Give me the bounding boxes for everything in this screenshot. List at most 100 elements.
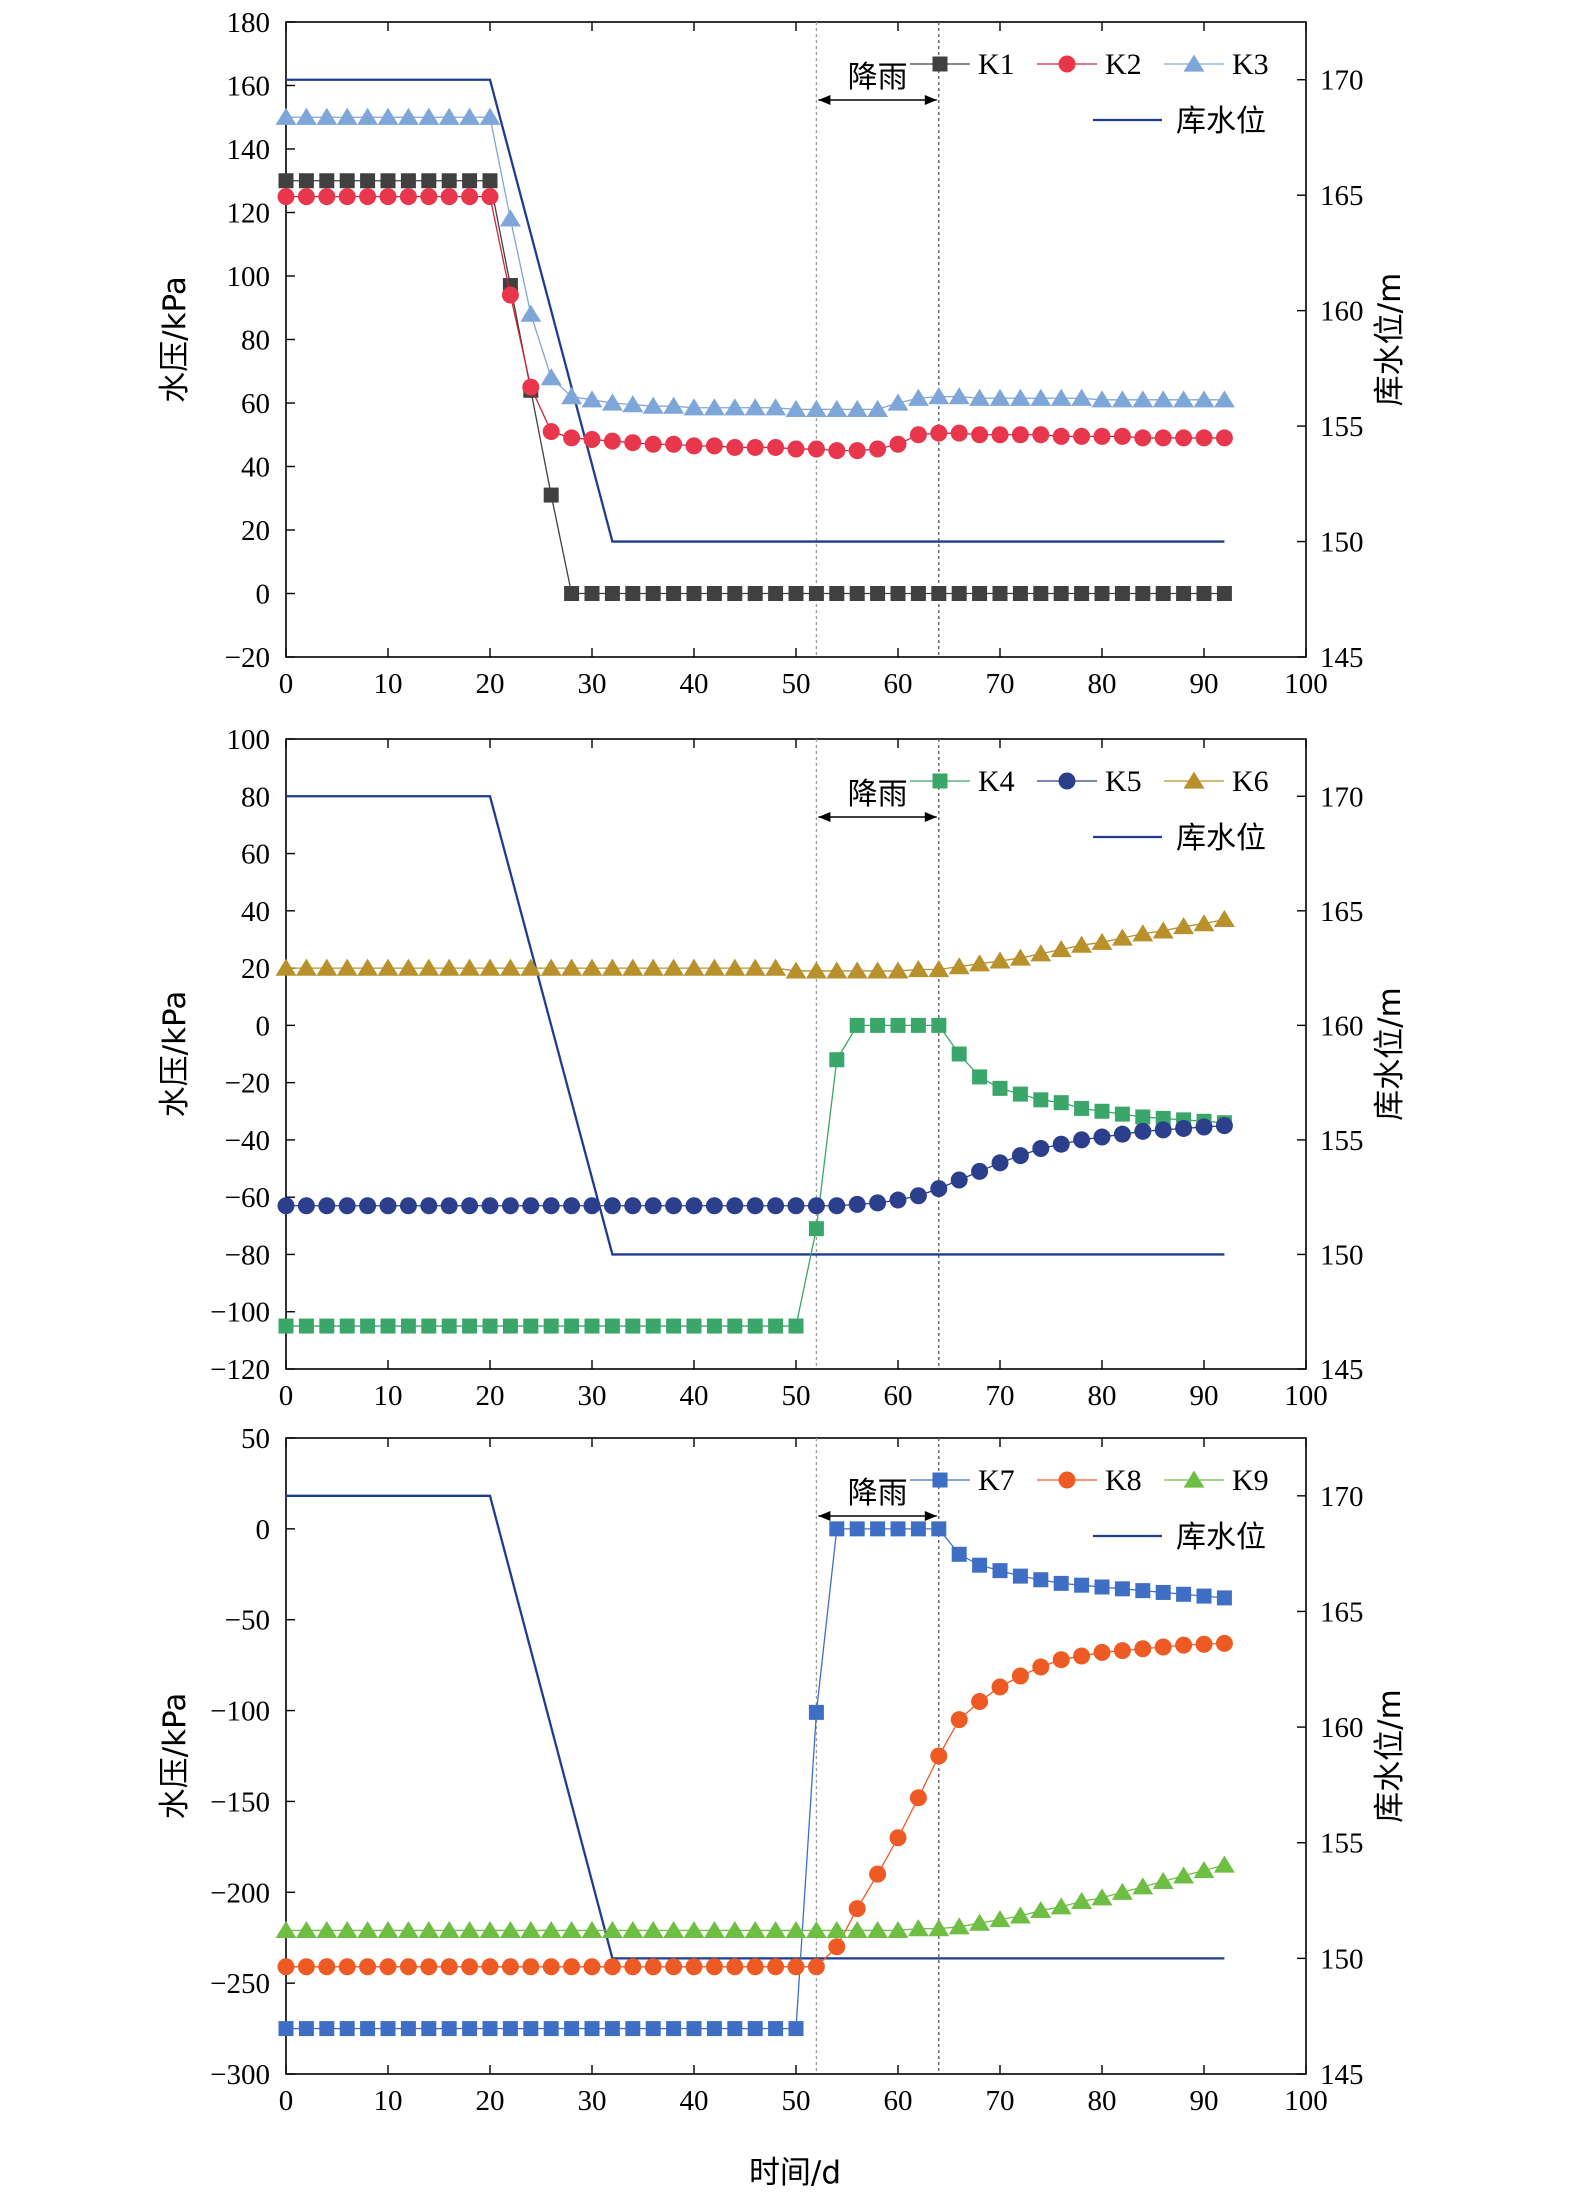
y-tick-label-right: 170 xyxy=(1320,1481,1364,1513)
data-point xyxy=(1011,1147,1029,1165)
data-point xyxy=(829,1052,845,1068)
data-point xyxy=(768,1318,784,1334)
legend-marker xyxy=(1183,54,1205,72)
rain-label: 降雨 xyxy=(848,777,908,812)
data-point xyxy=(523,2021,539,2037)
data-point xyxy=(785,961,807,979)
data-point xyxy=(930,1180,948,1198)
data-point xyxy=(1094,1579,1110,1595)
y-tick-label-left: 160 xyxy=(227,71,271,103)
data-point xyxy=(828,1938,846,1956)
x-tick-label: 20 xyxy=(476,668,505,700)
data-point xyxy=(1216,1590,1232,1606)
data-point xyxy=(441,173,457,189)
data-point xyxy=(278,2021,294,2037)
data-point xyxy=(1216,586,1232,601)
data-point xyxy=(420,188,438,206)
y-tick-label-left: −80 xyxy=(225,1239,270,1271)
data-point xyxy=(747,2021,763,2037)
data-point xyxy=(399,188,417,206)
data-point xyxy=(683,1920,705,1939)
y-tick-label-right: 150 xyxy=(1320,1239,1364,1271)
data-point xyxy=(295,1920,317,1939)
y-tick-label-left: −250 xyxy=(210,1968,270,2000)
legend-marker xyxy=(1058,772,1076,790)
data-point xyxy=(481,188,499,206)
data-point xyxy=(644,1958,662,1976)
data-point xyxy=(1053,586,1069,601)
data-point xyxy=(397,107,419,125)
data-point xyxy=(461,1197,479,1215)
data-point xyxy=(948,957,970,975)
data-point xyxy=(665,1958,683,1976)
data-point xyxy=(910,1017,926,1033)
rain-arrowhead-right xyxy=(924,812,937,822)
data-point xyxy=(828,1197,846,1215)
y-tick-label-left: −60 xyxy=(225,1182,270,1214)
data-point xyxy=(1175,1636,1193,1654)
data-point xyxy=(989,1910,1011,1928)
data-point xyxy=(807,1958,825,1976)
series-line xyxy=(286,180,1225,595)
data-point xyxy=(846,961,868,979)
data-point xyxy=(564,2021,580,2037)
y-tick-label-left: −20 xyxy=(225,642,270,674)
data-point xyxy=(870,586,886,601)
x-tick-label: 40 xyxy=(680,2085,709,2117)
data-point xyxy=(768,2021,784,2037)
legend-label: K9 xyxy=(1232,1464,1269,1497)
data-point xyxy=(805,1920,827,1939)
y-tick-label-right: 160 xyxy=(1320,1010,1364,1042)
data-point xyxy=(502,2021,518,2037)
data-point xyxy=(359,188,377,206)
x-tick-label: 0 xyxy=(279,1380,294,1412)
data-point xyxy=(400,1318,416,1334)
data-point xyxy=(765,1920,787,1939)
data-point xyxy=(1074,1100,1090,1116)
data-point xyxy=(951,1046,967,1062)
y-tick-label-left: −40 xyxy=(225,1125,270,1157)
series-K8 xyxy=(277,1634,1233,1976)
x-tick-label: 50 xyxy=(782,2085,811,2117)
data-point xyxy=(379,1958,397,1976)
data-point xyxy=(462,2021,478,2037)
data-point xyxy=(788,1318,804,1334)
x-tick-label: 0 xyxy=(279,2085,294,2117)
legend-label: K4 xyxy=(978,765,1015,798)
data-point xyxy=(951,1546,967,1562)
data-point xyxy=(1071,388,1093,406)
y-axis-title-right: 库水位/m xyxy=(1372,273,1408,407)
data-point xyxy=(1050,939,1072,958)
data-point xyxy=(438,958,460,976)
legend-label: K1 xyxy=(978,48,1015,81)
data-point xyxy=(972,586,988,601)
data-point xyxy=(339,2021,355,2037)
data-point xyxy=(400,173,416,189)
data-point xyxy=(829,1521,845,1537)
data-point xyxy=(1111,1882,1133,1900)
data-point xyxy=(459,958,481,976)
data-point xyxy=(502,1318,518,1334)
y-tick-label-right: 170 xyxy=(1320,65,1364,97)
data-point xyxy=(1012,586,1028,601)
series-line xyxy=(286,1642,1225,1968)
y-tick-label-right: 145 xyxy=(1320,1354,1364,1386)
data-point xyxy=(685,1197,703,1215)
data-point xyxy=(683,958,705,976)
data-point xyxy=(584,2021,600,2037)
data-point xyxy=(889,435,907,453)
y-tick-label-right: 155 xyxy=(1320,411,1364,443)
data-point xyxy=(418,1920,440,1939)
data-point xyxy=(644,1197,662,1215)
data-point xyxy=(1154,1638,1172,1656)
data-point xyxy=(992,1563,1008,1579)
data-point xyxy=(603,432,621,450)
data-point xyxy=(1030,944,1052,962)
y-tick-label-left: 20 xyxy=(241,953,270,985)
data-point xyxy=(930,1747,948,1765)
data-point xyxy=(622,395,644,413)
rain-arrowhead-left xyxy=(818,812,831,822)
data-point xyxy=(1155,1584,1171,1600)
data-point xyxy=(438,107,460,125)
data-point xyxy=(603,1197,621,1215)
